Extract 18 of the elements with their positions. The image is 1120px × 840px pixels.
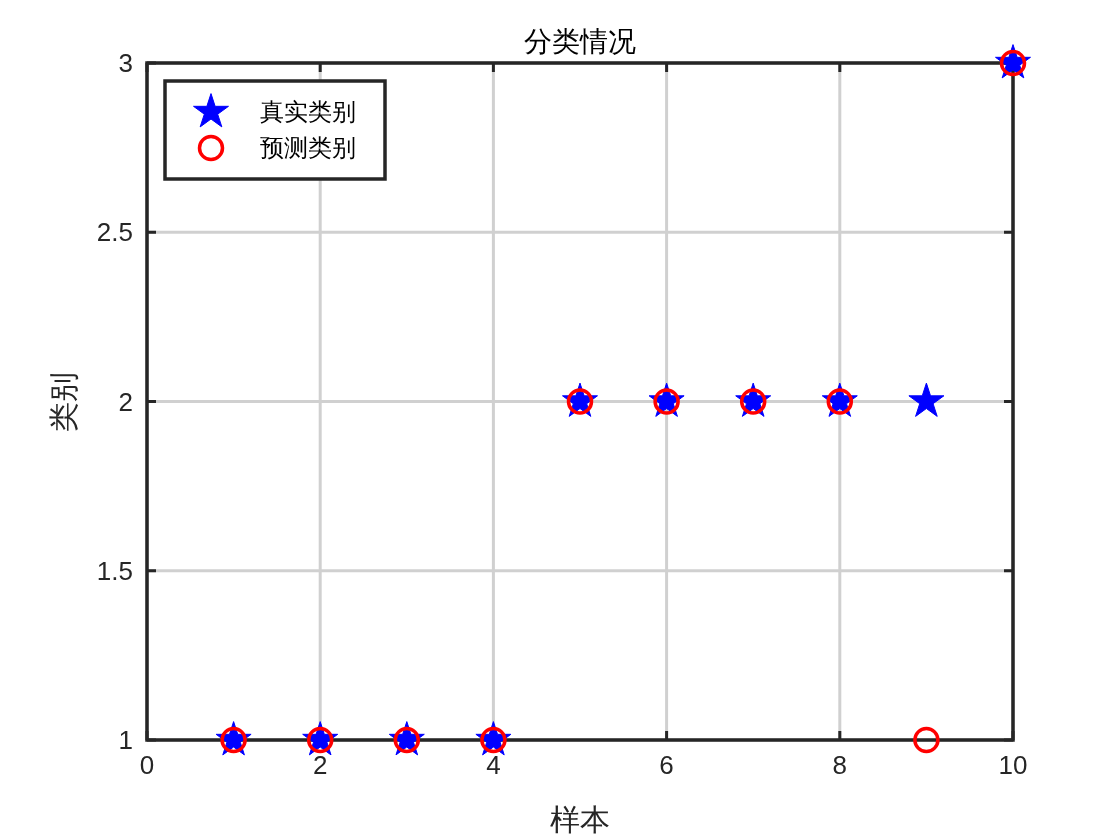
x-tick-label: 0 (139, 750, 155, 780)
point (908, 382, 945, 417)
legend-label: 预测类别 (260, 134, 356, 162)
chart-title: 分类情况 (524, 26, 636, 57)
y-tick-label: 3 (118, 48, 133, 79)
x-tick-label: 4 (486, 750, 501, 780)
y-tick-label: 1.5 (96, 555, 133, 586)
y-tick-label: 2 (118, 386, 133, 417)
y-tick-label: 2.5 (96, 217, 133, 248)
x-tick-label: 8 (832, 750, 848, 780)
x-tick-label: 2 (312, 750, 328, 780)
x-tick-label: 6 (659, 750, 674, 780)
x-tick-label: 10 (998, 750, 1028, 780)
point (913, 726, 940, 754)
legend-label: 真实类别 (260, 98, 356, 126)
y-tick-label: 1 (118, 725, 133, 756)
x-axis-title: 样本 (550, 803, 610, 836)
y-axis-title: 类别 (47, 371, 80, 432)
